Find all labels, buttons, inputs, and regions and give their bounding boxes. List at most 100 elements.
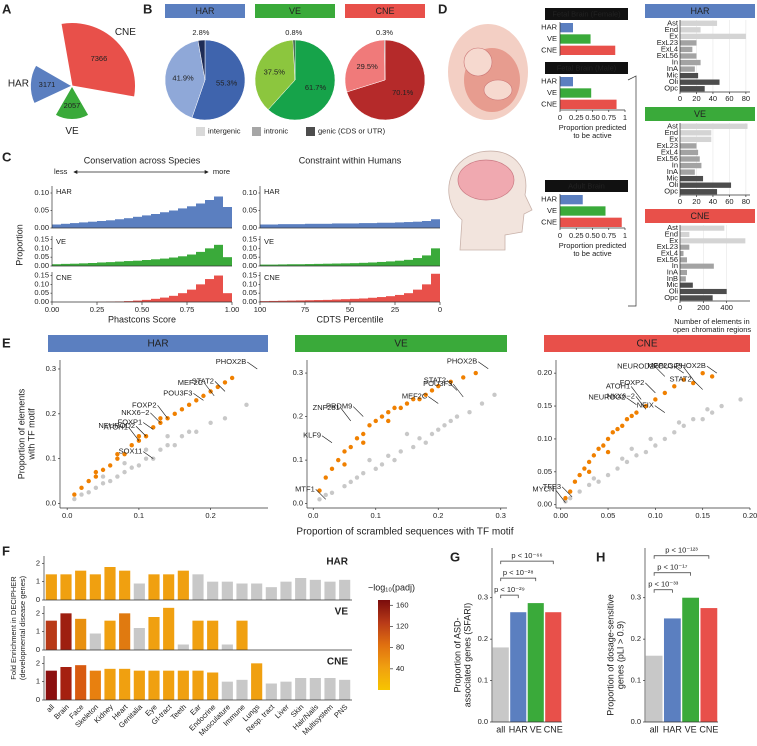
point: [386, 418, 391, 424]
category-label: ExL4: [661, 147, 678, 156]
point: [79, 492, 84, 497]
value-label: 55.3%: [216, 79, 238, 88]
panel-header: [645, 107, 755, 121]
y-tick-label: 0.10: [34, 279, 49, 288]
y-tick-label: 0.00: [537, 500, 552, 509]
x-axis-label: Proportion of scrambled sequences with T…: [296, 527, 513, 538]
histogram-bar: [287, 224, 296, 228]
point: [367, 423, 372, 428]
point: [591, 453, 597, 458]
bar: [324, 581, 336, 600]
histogram-bar: [187, 289, 196, 302]
point: [411, 444, 416, 450]
point: [601, 443, 606, 448]
significance-label: p < 10⁻¹⁷: [657, 563, 688, 572]
histogram-bar: [395, 222, 404, 228]
x-tick-label: 0: [438, 305, 442, 314]
point: [108, 478, 113, 484]
histogram-bar: [377, 222, 386, 228]
y-tick-label: 0.10: [34, 188, 49, 197]
x-axis-label: CDTS Percentile: [316, 314, 383, 324]
point-label: TFE3: [543, 482, 561, 491]
bar: [89, 633, 101, 650]
point: [329, 466, 335, 472]
histogram-bar: [314, 223, 323, 228]
histogram-bar: [305, 264, 314, 266]
point-label: PHOX2B: [675, 361, 705, 370]
category-label: Ast: [667, 121, 679, 130]
y-tick-label: 0.05: [34, 288, 49, 297]
category-label: Oli: [669, 180, 679, 189]
point: [348, 444, 353, 450]
bar: [75, 618, 87, 650]
point-label: NKX6−2: [607, 391, 635, 400]
bar: [236, 620, 248, 650]
head-illustration: [448, 150, 533, 251]
bar: [119, 613, 131, 650]
y-tick-label: 0.0: [478, 717, 488, 726]
bar: [265, 683, 277, 700]
point: [467, 410, 472, 415]
bar: [251, 663, 263, 700]
category-label: VE: [65, 126, 79, 137]
point: [179, 434, 185, 439]
x-tick-label: 0.75: [601, 113, 616, 122]
x-tick-label: HAR: [509, 724, 529, 734]
histogram-bar: [323, 263, 332, 266]
point: [143, 456, 149, 461]
point: [186, 402, 192, 408]
bar: [221, 681, 233, 700]
point: [323, 492, 328, 498]
category-label: Mic: [666, 174, 678, 183]
leader-line: [157, 405, 168, 419]
point-label: PHOX2B: [447, 357, 477, 366]
point: [423, 440, 428, 445]
category-label: VE: [547, 206, 557, 215]
histogram-bar: [196, 284, 205, 302]
panel-letter: E: [2, 335, 11, 350]
y-tick-label: 0.1: [46, 454, 56, 463]
category-label: End: [665, 229, 678, 238]
histogram-bar: [124, 218, 133, 228]
x-tick-label: 0.25: [90, 305, 105, 314]
category-label: CNE: [541, 99, 557, 108]
leader-line: [555, 489, 566, 503]
point: [567, 495, 573, 501]
x-tick-label: Brain: [52, 702, 71, 721]
sector: [29, 64, 74, 105]
point: [429, 388, 435, 393]
histogram-bar: [368, 262, 377, 266]
x-axis-label: to be active: [573, 249, 611, 258]
value-label: 2057: [64, 101, 81, 110]
y-tick-label: 0: [36, 695, 40, 704]
histogram-bar: [278, 264, 287, 266]
bar: [680, 269, 687, 276]
y-tick-label: 0.00: [242, 297, 257, 306]
point: [151, 425, 156, 430]
bar: [680, 263, 714, 269]
bar: [163, 607, 175, 650]
leader-line: [315, 489, 326, 500]
histogram-bar: [142, 299, 151, 302]
category-label: Opc: [664, 187, 678, 196]
point: [136, 434, 142, 439]
histogram-bar: [314, 300, 323, 302]
x-tick-label: 0.50: [135, 305, 150, 314]
point-label: ZNF281: [313, 403, 340, 412]
bar: [680, 86, 705, 92]
point: [615, 426, 620, 432]
histogram-bar: [223, 293, 232, 302]
pie-slice: [267, 39, 336, 121]
bar: [295, 678, 307, 700]
histogram-bar: [413, 289, 422, 302]
series-label: CNE: [264, 273, 280, 282]
histogram-bar: [205, 279, 214, 302]
point-label: STAT2: [192, 376, 214, 385]
bar: [104, 567, 116, 600]
category-label: Ex: [669, 134, 678, 143]
point: [417, 396, 422, 402]
point: [448, 418, 453, 424]
point: [572, 479, 578, 484]
y-tick-label: 0.0: [293, 499, 303, 508]
bar: [560, 99, 617, 109]
